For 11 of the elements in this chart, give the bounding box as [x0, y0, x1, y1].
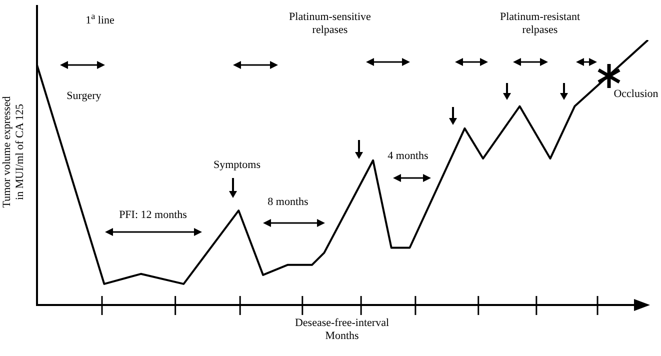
annotation: 4 months: [386, 150, 430, 163]
annotation: Occlusion: [612, 88, 660, 101]
text: 1$^{a}$ line: [84, 10, 116, 28]
x-axis-title: Desease-free-interval Months: [294, 317, 390, 343]
annotation: Surgery: [66, 90, 102, 103]
annotation: 8 months: [266, 196, 310, 209]
y-axis-title: Tumor volume expressed in MUI/ml of CA 125: [1, 95, 27, 210]
text: Platinum-sensitive relpases: [288, 11, 372, 37]
text: Platinum-resistant relpases: [498, 11, 582, 37]
annotation: Symptoms: [212, 159, 262, 172]
annotation: PFI: 12 months: [118, 209, 188, 222]
